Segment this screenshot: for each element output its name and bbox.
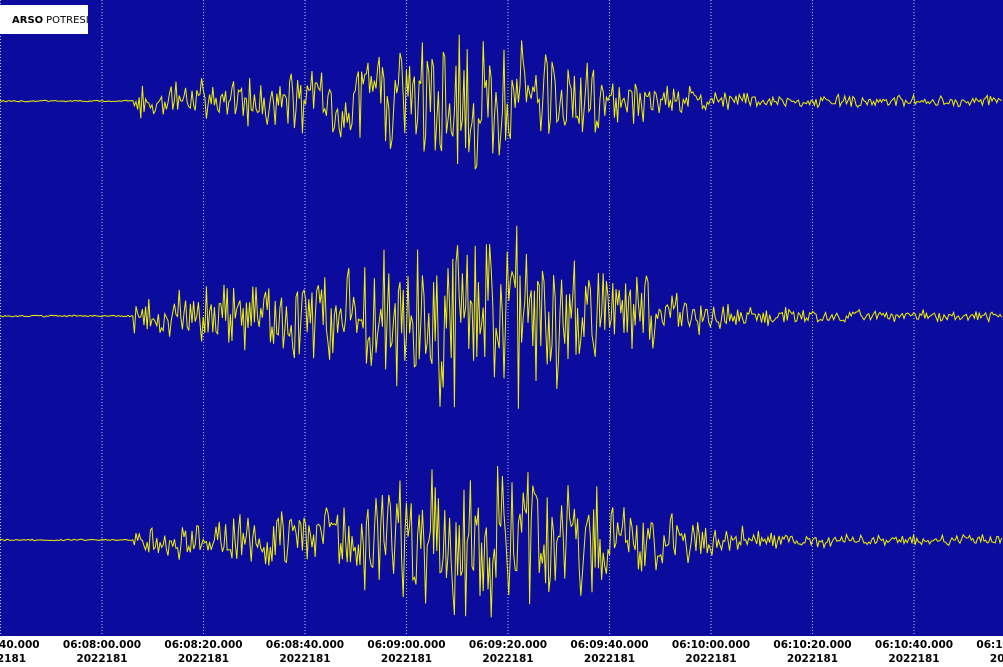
tick-time: 06:11:00.000: [976, 639, 1003, 651]
tick-day: 2022181: [381, 653, 432, 665]
badge-name: POTRESI: [46, 15, 89, 26]
badge-brand: ARSO: [12, 15, 43, 26]
waveform: [0, 465, 1003, 618]
tick-day: 2022181: [685, 653, 736, 665]
traces: [0, 34, 1003, 618]
tick-day: 2022181: [584, 653, 635, 665]
tick-time: 06:07:40.000: [0, 639, 40, 651]
tick-day: 2022181: [888, 653, 939, 665]
tick-time: 06:10:20.000: [773, 639, 851, 651]
tick-day: 2022181: [279, 653, 330, 665]
tick-time: 06:08:00.000: [63, 639, 141, 651]
tick-time: 06:09:40.000: [570, 639, 648, 651]
tick-time: 06:09:20.000: [469, 639, 547, 651]
tick-day: 2022181: [0, 653, 26, 665]
plot-background: [0, 0, 1003, 636]
waveform: [0, 225, 1003, 409]
tick-time: 06:10:00.000: [672, 639, 750, 651]
time-axis: 06:07:40.000 2022181 06:08:00.000 2022181 06…: [0, 639, 1003, 665]
waveform: [0, 34, 1002, 170]
tick-time: 06:09:00.000: [367, 639, 445, 651]
tick-day: 2022181: [990, 653, 1003, 665]
badge-box: [0, 5, 88, 34]
badge-text: ARSO POTRESI: [12, 15, 89, 26]
tick-day: 2022181: [178, 653, 229, 665]
tick-day: 2022181: [787, 653, 838, 665]
tick-time: 06:08:40.000: [266, 639, 344, 651]
tick-day: 2022181: [482, 653, 533, 665]
tick-time: 06:10:40.000: [875, 639, 953, 651]
tick-time: 06:08:20.000: [164, 639, 242, 651]
tick-day: 2022181: [76, 653, 127, 665]
badge: ARSO POTRESI: [0, 5, 89, 34]
